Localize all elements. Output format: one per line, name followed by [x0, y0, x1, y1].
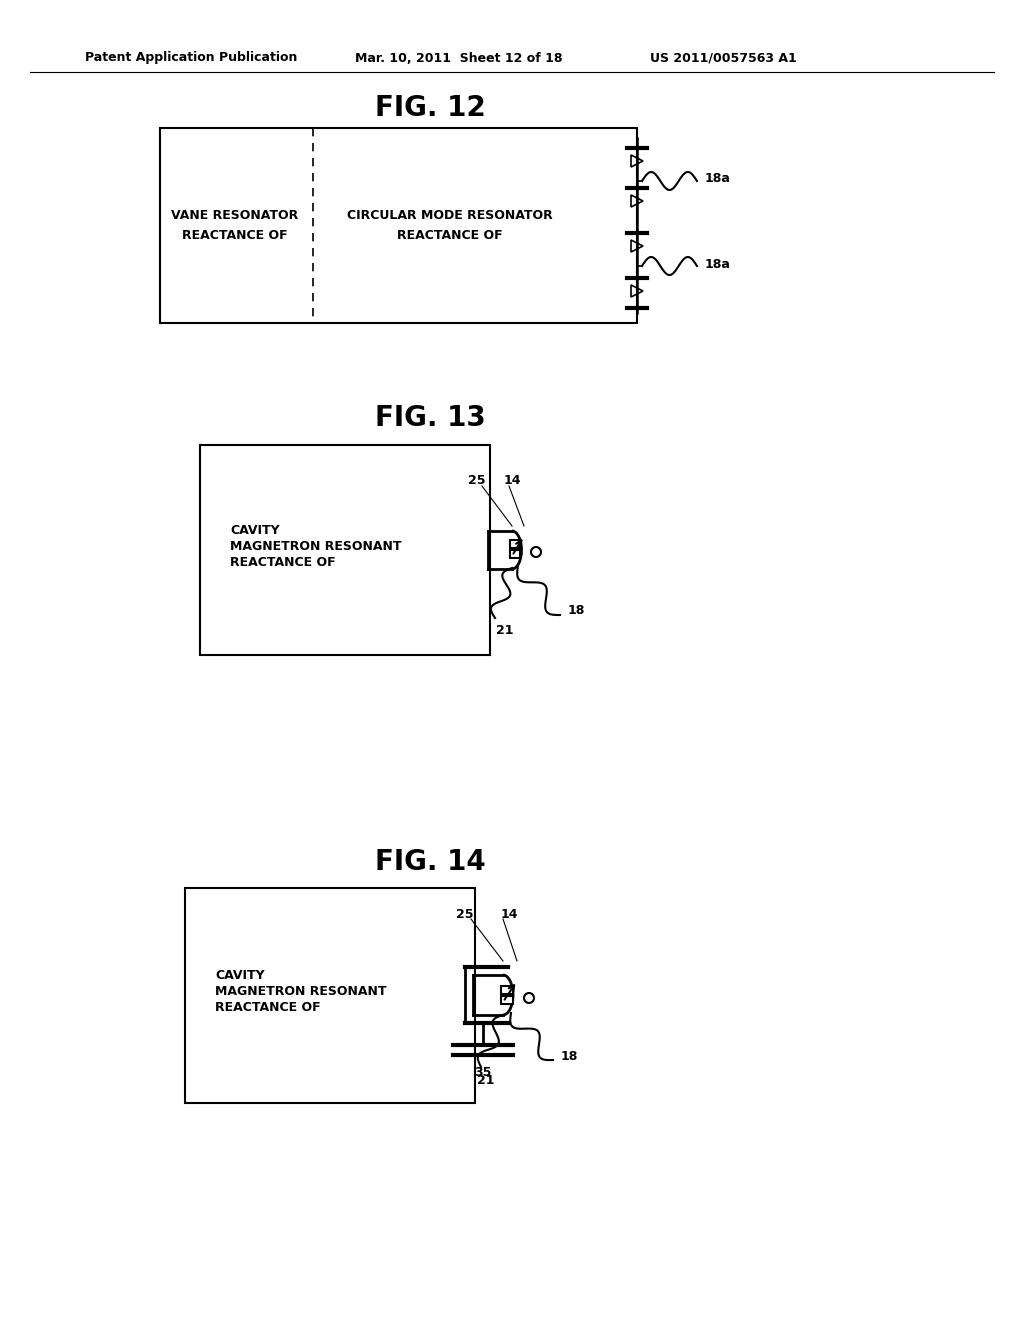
Bar	[185, 888, 475, 1104]
Bar	[510, 540, 520, 548]
Bar	[200, 445, 490, 655]
Text: Mar. 10, 2011  Sheet 12 of 18: Mar. 10, 2011 Sheet 12 of 18	[355, 51, 562, 65]
Text: 21: 21	[497, 623, 514, 636]
Text: FIG. 13: FIG. 13	[375, 404, 485, 432]
Text: 18a: 18a	[705, 257, 731, 271]
Bar	[510, 550, 520, 558]
Text: 35: 35	[474, 1067, 492, 1080]
Text: 25: 25	[457, 908, 474, 920]
Text: CAVITY: CAVITY	[215, 969, 264, 982]
Text: 21: 21	[477, 1073, 495, 1086]
Text: 18a: 18a	[705, 173, 731, 186]
Text: REACTANCE OF: REACTANCE OF	[397, 228, 503, 242]
Text: FIG. 14: FIG. 14	[375, 847, 485, 876]
Text: US 2011/0057563 A1: US 2011/0057563 A1	[650, 51, 797, 65]
Text: 14: 14	[501, 908, 518, 920]
Text: 18: 18	[568, 603, 586, 616]
Text: REACTANCE OF: REACTANCE OF	[230, 556, 336, 569]
Text: MAGNETRON RESONANT: MAGNETRON RESONANT	[215, 985, 386, 998]
Text: VANE RESONATOR: VANE RESONATOR	[171, 209, 299, 222]
Bar	[501, 997, 513, 1005]
Text: 14: 14	[503, 474, 521, 487]
Text: CAVITY: CAVITY	[230, 524, 280, 536]
Text: FIG. 12: FIG. 12	[375, 94, 485, 121]
Text: MAGNETRON RESONANT: MAGNETRON RESONANT	[230, 540, 401, 553]
Text: 18: 18	[561, 1051, 579, 1064]
Text: 25: 25	[468, 474, 485, 487]
Bar	[501, 986, 513, 994]
Text: Patent Application Publication: Patent Application Publication	[85, 51, 297, 65]
Text: CIRCULAR MODE RESONATOR: CIRCULAR MODE RESONATOR	[347, 209, 553, 222]
Text: REACTANCE OF: REACTANCE OF	[182, 228, 288, 242]
Bar	[160, 128, 637, 323]
Text: REACTANCE OF: REACTANCE OF	[215, 1001, 321, 1014]
